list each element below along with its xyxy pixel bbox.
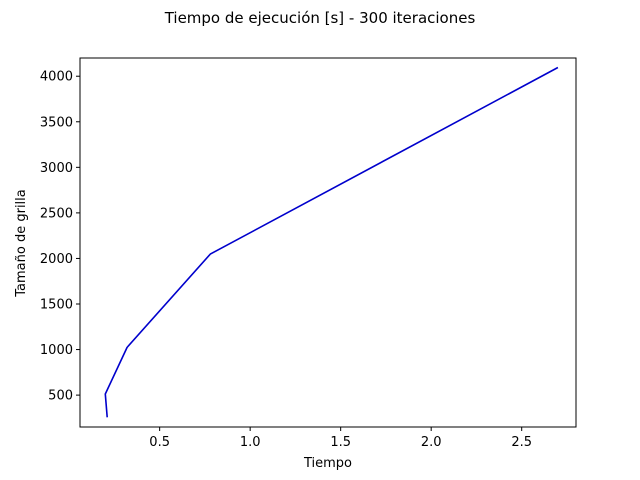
y-tick-label: 1500 <box>40 298 73 313</box>
x-tick-label: 2.0 <box>421 435 442 450</box>
y-axis-ticks: 500 1000 1500 2000 2500 3000 3500 4000 <box>40 70 80 404</box>
plot-frame <box>79 57 577 428</box>
y-tick-label: 2000 <box>40 252 73 267</box>
x-axis-label: Tiempo <box>303 456 352 471</box>
x-tick-label: 0.5 <box>149 435 170 450</box>
chart-title: Tiempo de ejecución [s] - 300 iteracione… <box>164 9 476 27</box>
y-tick-label: 3500 <box>40 115 73 130</box>
y-tick-label: 4000 <box>40 70 73 85</box>
series-line <box>104 66 559 418</box>
plot-area <box>79 57 577 428</box>
x-axis-ticks: 0.5 1.0 1.5 2.0 2.5 <box>149 427 532 450</box>
x-tick-label: 1.5 <box>330 435 351 450</box>
x-tick-label: 1.0 <box>240 435 261 450</box>
x-tick-label: 2.5 <box>511 435 532 450</box>
y-tick-label: 500 <box>48 389 73 404</box>
series-layer <box>104 66 559 418</box>
y-axis-label: Tamaño de grilla <box>14 189 29 298</box>
y-tick-label: 2500 <box>40 206 73 221</box>
y-tick-label: 3000 <box>40 161 73 176</box>
y-tick-label: 1000 <box>40 343 73 358</box>
